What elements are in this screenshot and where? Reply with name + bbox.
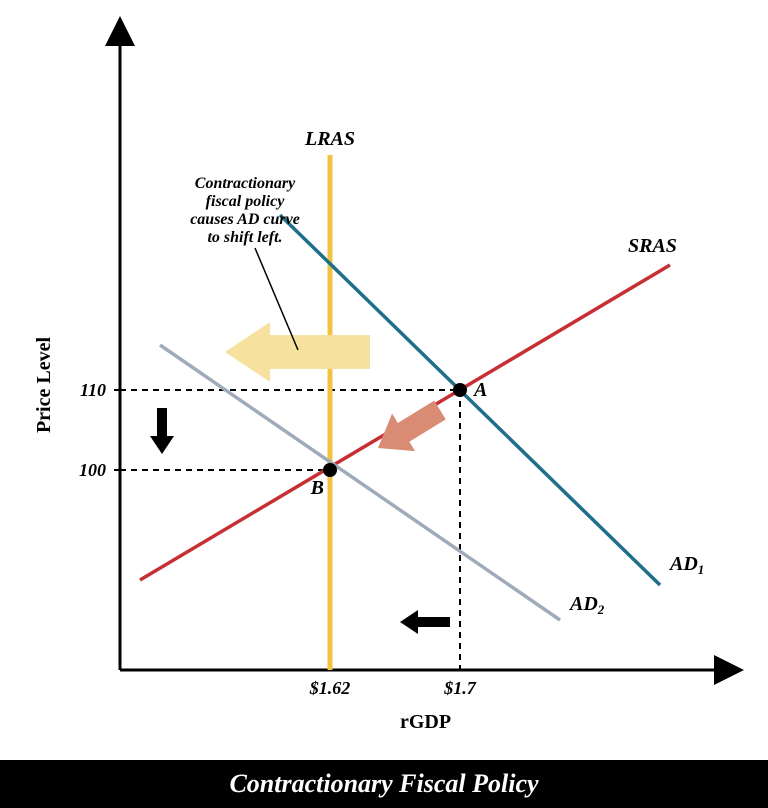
y-tick-label: 100 (79, 460, 106, 480)
point-a-label: A (472, 379, 487, 401)
sras-label: SRAS (628, 235, 677, 257)
caption-bar: Contractionary Fiscal Policy (0, 760, 768, 808)
x-axis-label: rGDP (400, 711, 451, 733)
lras-label: LRAS (304, 128, 355, 150)
x-tick-label: $1.7 (443, 678, 477, 698)
point-b-label: B (310, 477, 324, 499)
y-axis-label: Price Level (33, 337, 55, 433)
ad2-line (160, 345, 560, 620)
point-a (453, 383, 467, 397)
ad1-line (280, 215, 660, 585)
ad1-label: AD1 (668, 553, 704, 577)
annotation-text: Contractionaryfiscal policycauses AD cur… (190, 175, 300, 246)
ad2-label: AD2 (568, 593, 605, 617)
left-arrow-icon (400, 610, 450, 634)
x-tick-label: $1.62 (309, 678, 351, 698)
down-arrow-icon (150, 408, 174, 454)
chart-area: LRAS SRAS AD1 AD2 A B 110 100 $1.62 $1.7 rGDP Price… (0, 0, 768, 760)
chart-svg: LRAS SRAS AD1 AD2 A B 110 100 $1.62 $1.7 rGDP Price… (0, 0, 768, 760)
y-tick-label: 110 (80, 380, 106, 400)
shift-arrow-icon (225, 322, 370, 382)
caption-text: Contractionary Fiscal Policy (229, 769, 538, 799)
point-b (323, 463, 337, 477)
shift-arrow-red-icon (378, 401, 446, 451)
